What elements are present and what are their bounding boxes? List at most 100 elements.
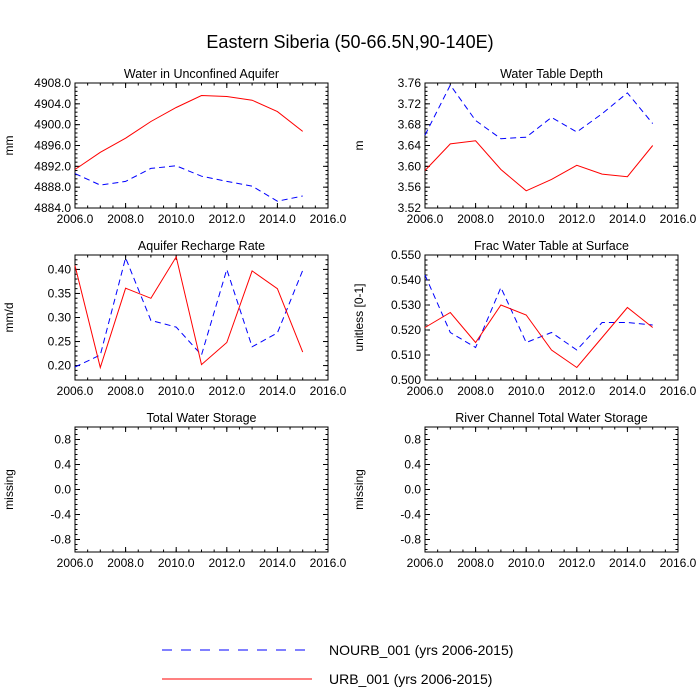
x-tick-label: 2012.0 — [558, 556, 595, 570]
x-tick-label: 2006.0 — [407, 556, 444, 570]
legend: NOURB_001 (yrs 2006-2015) URB_001 (yrs 2… — [162, 642, 513, 687]
y-tick-label: 3.60 — [398, 159, 422, 173]
y-tick-label: 0.0 — [54, 483, 71, 497]
x-tick-label: 2016.0 — [310, 556, 347, 570]
series-line-nourb — [424, 274, 653, 351]
y-axis-label: m — [352, 141, 366, 151]
panel-aquifer-water: Water in Unconfined Aquifer 2006.0 2008.0 2… — [2, 67, 347, 226]
x-tick-label: 2010.0 — [158, 384, 195, 398]
panel-title: Water Table Depth — [500, 67, 603, 81]
series-line-nourb — [74, 256, 304, 368]
series-line-nourb — [74, 165, 303, 202]
x-tick-label: 2008.0 — [457, 212, 494, 226]
panel-river-channel-storage: River Channel Total Water Storage 2006.0 2… — [352, 411, 697, 570]
y-tick-label: 4884.0 — [34, 201, 71, 215]
x-tick-label: 2016.0 — [660, 212, 697, 226]
series-line-urb — [74, 94, 304, 170]
series-line-nourb — [424, 84, 654, 140]
y-tick-label: 4908.0 — [34, 76, 71, 90]
x-tick-label: 2016.0 — [660, 384, 697, 398]
panel-title: Water in Unconfined Aquifer — [124, 67, 279, 81]
x-tick-label: 2010.0 — [508, 212, 545, 226]
panel-water-table-depth: Water Table Depth 2006.0 2008.0 2010.0 2012.… — [352, 67, 697, 226]
y-axis-label: unitless [0-1] — [352, 283, 366, 351]
plot-frame — [74, 254, 329, 381]
x-tick-label: 2012.0 — [208, 556, 245, 570]
panel-frac-water-table: Frac Water Table at Surface 2006.0 2008.0 2… — [352, 239, 697, 398]
y-tick-label: 3.68 — [398, 118, 422, 132]
x-tick-label: 2010.0 — [158, 212, 195, 226]
plot-frame — [74, 426, 329, 553]
x-tick-label: 2016.0 — [660, 556, 697, 570]
x-tick-label: 2010.0 — [158, 556, 195, 570]
x-tick-label: 2014.0 — [609, 384, 646, 398]
y-tick-label: 0.30 — [48, 311, 72, 325]
y-tick-label: 3.56 — [398, 180, 422, 194]
x-tick-label: 2014.0 — [259, 556, 296, 570]
x-tick-label: 2008.0 — [107, 384, 144, 398]
x-tick-label: 2012.0 — [558, 384, 595, 398]
y-tick-label: 4888.0 — [34, 180, 71, 194]
x-tick-label: 2006.0 — [407, 384, 444, 398]
x-tick-label: 2008.0 — [457, 384, 494, 398]
y-tick-label: -0.8 — [50, 533, 71, 547]
panel-recharge-rate: Aquifer Recharge Rate 2006.0 2008.0 2010.0 2… — [2, 239, 347, 398]
y-tick-label: 4904.0 — [34, 97, 71, 111]
y-tick-label: 0.40 — [48, 262, 72, 276]
y-tick-label: 4892.0 — [34, 159, 71, 173]
x-tick-label: 2006.0 — [57, 212, 94, 226]
x-tick-label: 2010.0 — [508, 384, 545, 398]
y-tick-label: 4896.0 — [34, 139, 71, 153]
x-tick-label: 2016.0 — [310, 384, 347, 398]
y-tick-label: 0.8 — [404, 433, 421, 447]
y-tick-label: 0.520 — [391, 323, 421, 337]
y-tick-label: 0.8 — [54, 433, 71, 447]
y-tick-label: 0.510 — [391, 348, 421, 362]
y-tick-label: 3.76 — [398, 76, 422, 90]
series-line-urb — [74, 255, 304, 370]
figure-title: Eastern Siberia (50-66.5N,90-140E) — [206, 32, 493, 52]
plot-frame — [424, 82, 679, 209]
y-tick-label: 3.64 — [398, 139, 422, 153]
x-tick-label: 2014.0 — [259, 212, 296, 226]
x-tick-label: 2008.0 — [107, 212, 144, 226]
x-tick-label: 2014.0 — [609, 556, 646, 570]
x-tick-label: 2014.0 — [259, 384, 296, 398]
y-tick-label: 0.25 — [48, 335, 72, 349]
panel-title: Total Water Storage — [146, 411, 256, 425]
x-tick-label: 2008.0 — [107, 556, 144, 570]
y-tick-label: 0.0 — [404, 483, 421, 497]
y-tick-label: 0.35 — [48, 286, 72, 300]
x-tick-label: 2012.0 — [208, 212, 245, 226]
y-tick-label: 0.500 — [391, 373, 421, 387]
panel-total-water-storage: Total Water Storage 2006.0 2008.0 2010.0 201… — [2, 411, 347, 570]
x-tick-label: 2010.0 — [508, 556, 545, 570]
y-axis-label: missing — [2, 469, 16, 510]
panel-title: River Channel Total Water Storage — [455, 411, 648, 425]
y-axis-label: missing — [352, 469, 366, 510]
series-line-urb — [424, 140, 654, 192]
y-tick-label: 0.20 — [48, 359, 72, 373]
y-axis-label: mm — [2, 136, 16, 156]
plot-frame — [424, 426, 679, 553]
y-tick-label: 0.540 — [391, 273, 421, 287]
y-tick-label: 3.52 — [398, 201, 422, 215]
panel-title: Aquifer Recharge Rate — [138, 239, 265, 253]
x-tick-label: 2012.0 — [558, 212, 595, 226]
y-tick-label: -0.8 — [400, 533, 421, 547]
legend-label-nourb: NOURB_001 (yrs 2006-2015) — [329, 642, 513, 658]
y-tick-label: 4900.0 — [34, 118, 71, 132]
y-tick-label: 0.4 — [54, 458, 71, 472]
y-tick-label: 0.4 — [404, 458, 421, 472]
x-tick-label: 2006.0 — [407, 212, 444, 226]
x-tick-label: 2006.0 — [57, 556, 94, 570]
panel-title: Frac Water Table at Surface — [474, 239, 629, 253]
y-tick-label: -0.4 — [400, 508, 421, 522]
series-line-urb — [424, 304, 654, 369]
x-tick-label: 2014.0 — [609, 212, 646, 226]
y-axis-label: mm/d — [2, 303, 16, 333]
y-tick-label: 0.530 — [391, 298, 421, 312]
legend-label-urb: URB_001 (yrs 2006-2015) — [329, 671, 492, 687]
x-tick-label: 2008.0 — [457, 556, 494, 570]
